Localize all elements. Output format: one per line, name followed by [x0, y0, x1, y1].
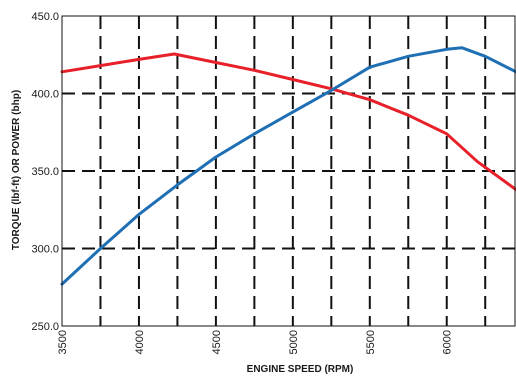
x-tick-label: 4000	[134, 330, 146, 354]
series-lines	[60, 46, 516, 286]
x-tick-label: 5000	[288, 330, 300, 354]
y-tick-label: 450.0	[31, 11, 59, 23]
x-axis-label: ENGINE SPEED (RPM)	[247, 364, 354, 375]
x-tick-label: 6000	[442, 330, 454, 354]
plot-frame	[61, 15, 516, 327]
x-tick-label: 3500	[57, 330, 69, 354]
y-tick-labels: 250.0 300.0 350.0 400.0 450.0	[31, 11, 59, 333]
x-tick-labels: 3500 4000 4500 5000 5500 6000	[57, 330, 454, 354]
y-axis-label: TORQUE (lbf-ft) OR POWER (bhp)	[11, 90, 22, 250]
y-tick-label: 300.0	[31, 244, 59, 256]
x-tick-label: 5500	[365, 330, 377, 354]
y-tick-label: 350.0	[31, 166, 59, 178]
series-line-1	[60, 46, 516, 286]
y-tick-label: 400.0	[31, 89, 59, 101]
grid-lines	[62, 16, 516, 326]
series-line-0	[60, 52, 516, 192]
y-tick-label: 250.0	[31, 321, 59, 333]
x-tick-label: 4500	[211, 330, 223, 354]
